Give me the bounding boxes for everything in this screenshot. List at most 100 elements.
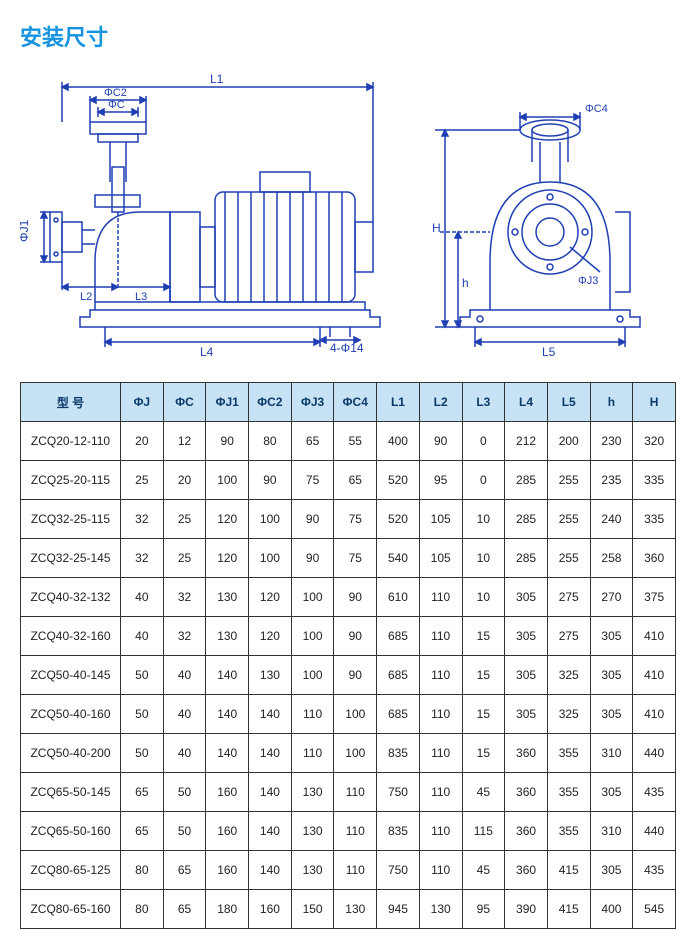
table-cell: 25 [121, 461, 164, 500]
table-cell: 140 [249, 812, 292, 851]
table-cell: 90 [334, 617, 377, 656]
table-cell: 100 [291, 656, 334, 695]
table-cell: 50 [121, 695, 164, 734]
table-cell: 258 [590, 539, 633, 578]
table-cell: 685 [377, 617, 420, 656]
L2-label: L2 [80, 291, 92, 303]
table-cell: ZCQ40-32-160 [21, 617, 121, 656]
table-header-cell: ΦC [163, 383, 206, 422]
table-cell: 335 [633, 461, 676, 500]
table-cell: 75 [334, 539, 377, 578]
table-cell: 50 [121, 734, 164, 773]
table-cell: 75 [291, 461, 334, 500]
table-cell: 360 [505, 812, 548, 851]
table-row: ZCQ25-20-1152520100907565520950285255235… [21, 461, 676, 500]
table-row: ZCQ40-32-1324032130120100906101101030527… [21, 578, 676, 617]
table-cell: 80 [121, 890, 164, 929]
table-cell: 212 [505, 422, 548, 461]
table-cell: 25 [163, 500, 206, 539]
page-title: 安装尺寸 [20, 20, 676, 52]
table-cell: 255 [547, 539, 590, 578]
table-cell: 520 [377, 500, 420, 539]
table-cell: 110 [419, 851, 462, 890]
table-cell: 110 [419, 617, 462, 656]
table-cell: ZCQ32-25-115 [21, 500, 121, 539]
table-cell: ZCQ20-12-110 [21, 422, 121, 461]
table-header-cell: 型 号 [21, 383, 121, 422]
table-cell: 360 [505, 851, 548, 890]
table-cell: 110 [419, 734, 462, 773]
table-cell: 15 [462, 734, 505, 773]
table-cell: 0 [462, 461, 505, 500]
table-cell: ZCQ65-50-160 [21, 812, 121, 851]
table-cell: 140 [249, 695, 292, 734]
table-cell: 410 [633, 656, 676, 695]
table-cell: 90 [334, 578, 377, 617]
table-cell: 685 [377, 695, 420, 734]
table-cell: 355 [547, 734, 590, 773]
table-cell: 285 [505, 461, 548, 500]
table-cell: 20 [163, 461, 206, 500]
table-cell: 750 [377, 773, 420, 812]
table-cell: 835 [377, 812, 420, 851]
table-cell: 140 [249, 773, 292, 812]
table-cell: 130 [419, 890, 462, 929]
table-cell: 160 [249, 890, 292, 929]
table-cell: 105 [419, 539, 462, 578]
table-cell: 40 [121, 617, 164, 656]
table-cell: 110 [334, 773, 377, 812]
table-cell: 360 [633, 539, 676, 578]
table-cell: 520 [377, 461, 420, 500]
table-row: ZCQ50-40-1455040140130100906851101530532… [21, 656, 676, 695]
table-cell: 355 [547, 773, 590, 812]
table-cell: 10 [462, 500, 505, 539]
table-cell: 305 [590, 851, 633, 890]
table-cell: 120 [206, 539, 249, 578]
table-cell: 65 [291, 422, 334, 461]
table-cell: 95 [462, 890, 505, 929]
table-header-cell: L4 [505, 383, 548, 422]
table-row: ZCQ40-32-1604032130120100906851101530527… [21, 617, 676, 656]
table-cell: 100 [334, 734, 377, 773]
table-cell: 140 [249, 734, 292, 773]
table-cell: 200 [547, 422, 590, 461]
table-row: ZCQ50-40-1605040140140110100685110153053… [21, 695, 676, 734]
table-cell: 835 [377, 734, 420, 773]
table-cell: 140 [206, 695, 249, 734]
table-header-cell: L1 [377, 383, 420, 422]
table-cell: 10 [462, 539, 505, 578]
table-cell: 95 [419, 461, 462, 500]
table-cell: 540 [377, 539, 420, 578]
table-body: ZCQ20-12-1102012908065554009002122002303… [21, 422, 676, 929]
table-cell: 32 [163, 617, 206, 656]
table-cell: 105 [419, 500, 462, 539]
table-cell: 235 [590, 461, 633, 500]
table-cell: 110 [291, 695, 334, 734]
table-row: ZCQ80-65-1608065180160150130945130953904… [21, 890, 676, 929]
table-cell: 65 [334, 461, 377, 500]
table-cell: 305 [590, 656, 633, 695]
table-cell: 305 [590, 617, 633, 656]
table-cell: 90 [249, 461, 292, 500]
table-cell: ZCQ80-65-125 [21, 851, 121, 890]
table-cell: 945 [377, 890, 420, 929]
table-cell: 10 [462, 578, 505, 617]
table-cell: 65 [121, 812, 164, 851]
table-cell: 140 [206, 734, 249, 773]
table-cell: 285 [505, 539, 548, 578]
table-cell: 310 [590, 812, 633, 851]
table-header-row: 型 号ΦJΦCΦJ1ΦC2ΦJ3ΦC4L1L2L3L4L5hH [21, 383, 676, 422]
table-cell: 50 [163, 812, 206, 851]
table-cell: 130 [291, 773, 334, 812]
table-cell: 110 [419, 773, 462, 812]
table-header-cell: ΦC4 [334, 383, 377, 422]
table-cell: ZCQ65-50-145 [21, 773, 121, 812]
table-cell: 80 [249, 422, 292, 461]
table-cell: 110 [419, 578, 462, 617]
table-cell: 140 [206, 656, 249, 695]
table-header-cell: L3 [462, 383, 505, 422]
table-cell: 435 [633, 773, 676, 812]
table-cell: 110 [334, 812, 377, 851]
table-header-cell: ΦJ1 [206, 383, 249, 422]
table-cell: 90 [334, 656, 377, 695]
